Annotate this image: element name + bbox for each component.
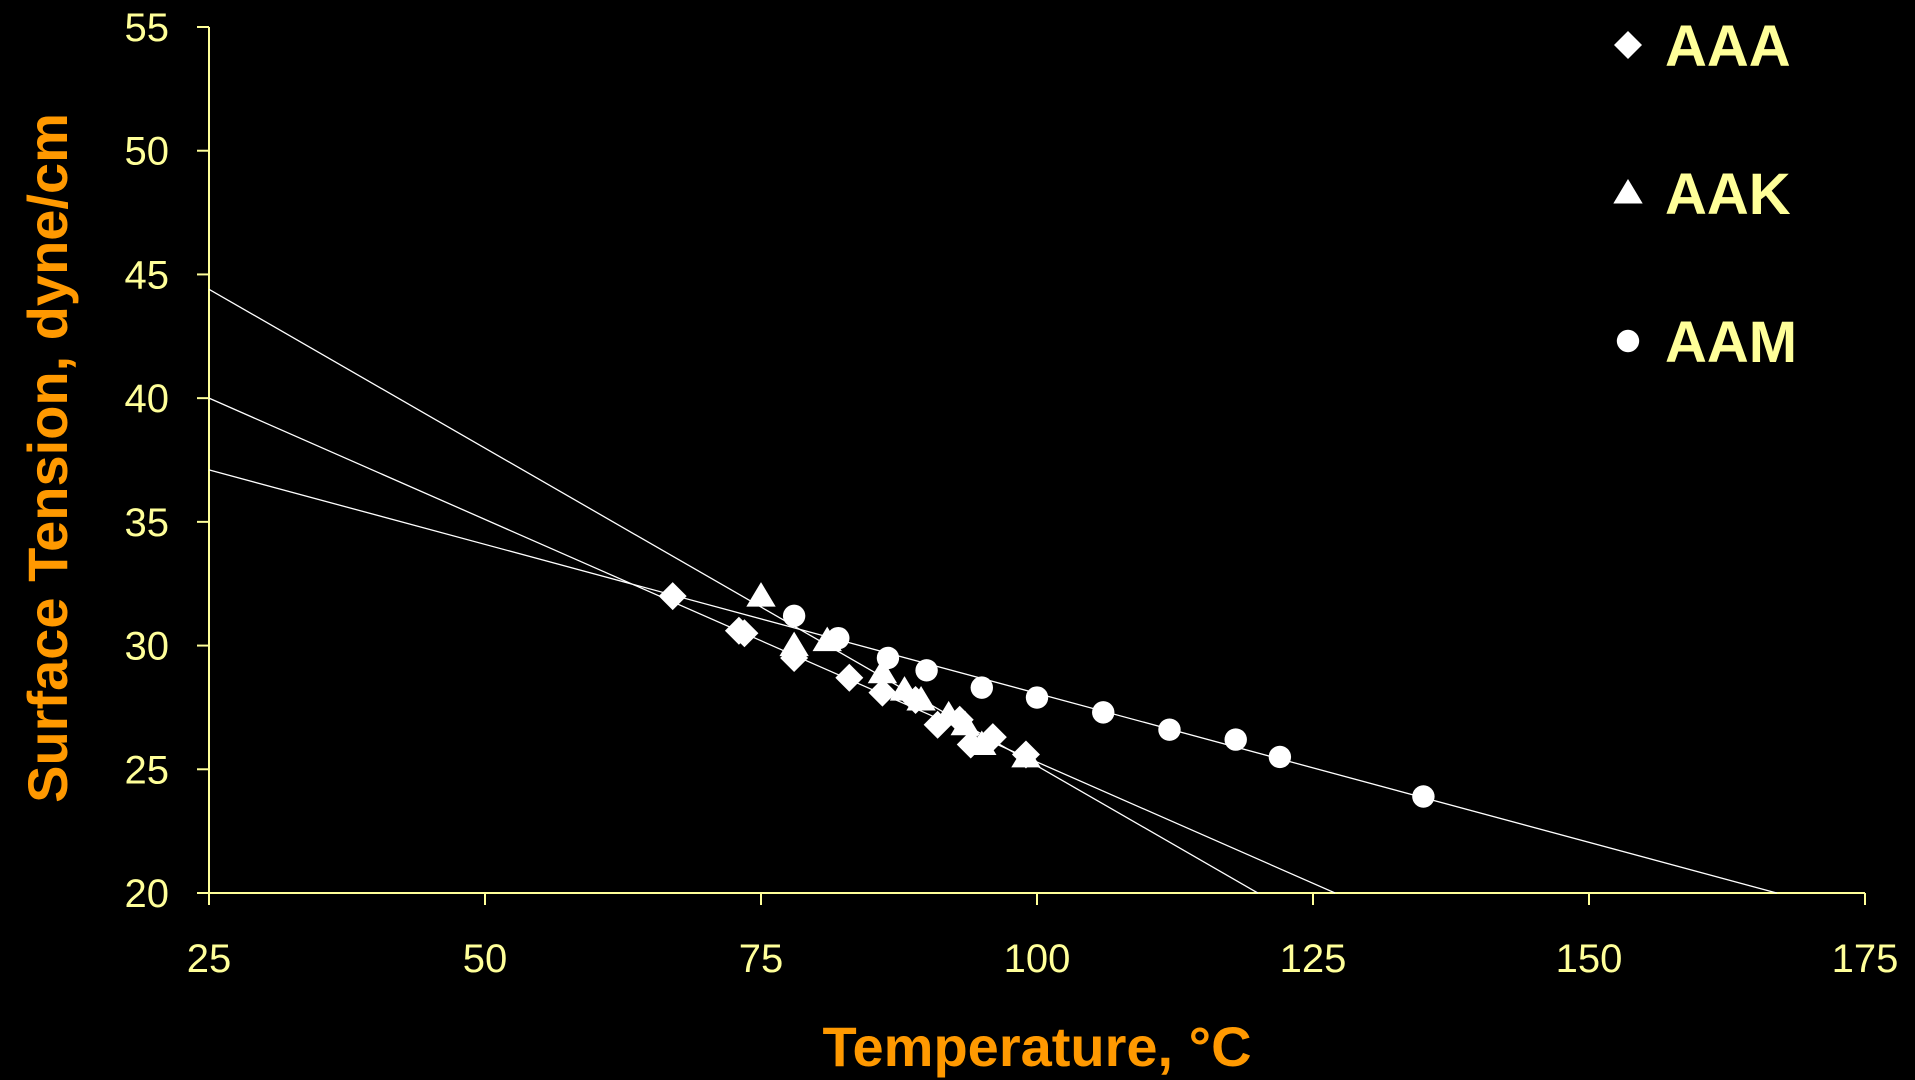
trendline-aam (208, 469, 1777, 894)
point-aam (1412, 785, 1435, 808)
trendlines (208, 288, 1777, 894)
data-points (658, 582, 1435, 808)
x-axis-title: Temperature, °C (822, 1015, 1251, 1078)
y-tick-label: 45 (125, 253, 170, 297)
legend: AAA AAK AAM (1613, 14, 1797, 375)
x-tick-label: 100 (1004, 937, 1071, 981)
x-tick-label: 150 (1556, 937, 1623, 981)
legend-label-aam: AAM (1665, 310, 1797, 375)
trendline-aaa (208, 397, 1336, 894)
legend-marker-aak (1613, 179, 1643, 204)
x-tick-label: 50 (463, 937, 508, 981)
x-tick-label: 75 (739, 937, 784, 981)
x-tick-label: 25 (187, 937, 232, 981)
point-aaa (730, 619, 759, 648)
trendline-aak (208, 288, 1259, 894)
point-aak (867, 658, 898, 684)
point-aak (889, 676, 920, 701)
point-aak (779, 631, 809, 657)
y-tick-label: 20 (125, 872, 170, 916)
y-axis-title: Surface Tension, dyne/cm (16, 113, 79, 803)
point-aam (1268, 745, 1292, 769)
point-aam (1158, 718, 1181, 741)
point-aam (1025, 686, 1049, 709)
point-aam (970, 676, 993, 699)
legend-label-aak: AAK (1665, 162, 1791, 227)
point-aam (876, 646, 900, 670)
legend-label-aaa: AAA (1665, 14, 1791, 79)
point-aak (1011, 742, 1041, 768)
point-aak (967, 730, 997, 756)
point-aak (906, 686, 936, 711)
legend-marker-aaa (1614, 31, 1642, 59)
point-aam (827, 626, 850, 650)
y-tick-label: 55 (125, 6, 170, 50)
point-aam (782, 604, 806, 628)
x-ticks: 25 50 75 100 125 150 175 (187, 893, 1899, 981)
point-aaa (868, 678, 897, 707)
y-tick-label: 25 (125, 748, 170, 792)
point-aaa (658, 582, 687, 611)
point-aak (950, 710, 980, 736)
x-tick-label: 125 (1280, 937, 1347, 981)
point-aam (1224, 728, 1247, 751)
point-aam (1092, 701, 1115, 724)
point-aaa (835, 663, 864, 692)
x-tick-label: 175 (1832, 937, 1899, 981)
point-aak (933, 700, 964, 726)
y-tick-label: 30 (125, 625, 170, 669)
y-ticks: 20 25 30 35 40 45 50 55 (125, 6, 209, 916)
y-tick-label: 35 (125, 501, 170, 545)
legend-marker-aam (1616, 329, 1640, 353)
y-tick-label: 50 (125, 130, 170, 174)
point-aam (915, 659, 938, 682)
y-tick-label: 40 (125, 377, 170, 421)
point-aak (746, 582, 776, 607)
